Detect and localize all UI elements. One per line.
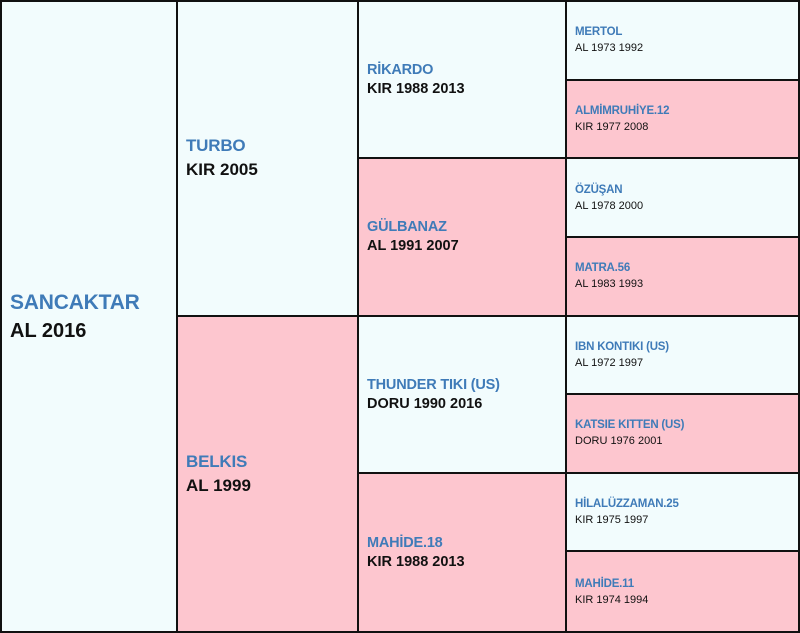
sire-info: KIR 2005 — [186, 160, 258, 180]
dam-dam-cell[interactable]: MAHİDE.18 KIR 1988 2013 — [359, 473, 567, 631]
ggp-info: KIR 1975 1997 — [575, 514, 649, 527]
ggp-cell-2[interactable]: ALMİMRUHİYE.12 KIR 1977 2008 — [567, 80, 798, 160]
ggp-cell-8[interactable]: MAHİDE.11 KIR 1974 1994 — [567, 552, 798, 631]
ggp-cell-5[interactable]: IBN KONTIKI (US) AL 1972 1997 — [567, 316, 798, 396]
horse-info: AL 2016 — [10, 319, 87, 342]
ggp-cell-6[interactable]: KATSIE KITTEN (US) DORU 1976 2001 — [567, 395, 798, 474]
ggp-info: KIR 1977 2008 — [575, 120, 649, 133]
ggp-name: ÖZÜŞAN — [575, 183, 623, 196]
ggp-info: AL 1972 1997 — [575, 356, 644, 369]
sire-sire-info: KIR 1988 2013 — [367, 81, 465, 98]
dam-sire-cell[interactable]: THUNDER TIKI (US) DORU 1990 2016 — [359, 316, 567, 474]
ggp-info: AL 1983 1993 — [575, 278, 644, 291]
sire-dam-name: GÜLBANAZ — [367, 219, 447, 236]
ggp-cell-1[interactable]: MERTOL AL 1973 1992 — [567, 2, 798, 81]
ggp-name: MAHİDE.11 — [575, 577, 634, 590]
dam-dam-name: MAHİDE.18 — [367, 534, 443, 551]
ggp-name: HİLALÜZZAMAN.25 — [575, 498, 679, 511]
ggp-info: DORU 1976 2001 — [575, 435, 663, 448]
ggp-info: KIR 1974 1994 — [575, 593, 649, 606]
ggp-cell-7[interactable]: HİLALÜZZAMAN.25 KIR 1975 1997 — [567, 473, 798, 553]
dam-cell[interactable]: BELKIS AL 1999 — [178, 316, 359, 631]
ggp-info: AL 1973 1992 — [575, 42, 644, 55]
ggp-name: IBN KONTIKI (US) — [575, 340, 669, 353]
ggp-info: AL 1978 2000 — [575, 199, 644, 212]
ggp-name: KATSIE KITTEN (US) — [575, 419, 685, 432]
sire-sire-name: RİKARDO — [367, 62, 434, 79]
sire-dam-info: AL 1991 2007 — [367, 238, 459, 255]
dam-dam-info: KIR 1988 2013 — [367, 553, 465, 570]
dam-info: AL 1999 — [186, 475, 251, 495]
dam-sire-name: THUNDER TIKI (US) — [367, 376, 500, 393]
ggp-name: MATRA.56 — [575, 262, 631, 275]
dam-name: BELKIS — [186, 451, 248, 471]
ggp-name: ALMİMRUHİYE.12 — [575, 104, 670, 117]
sire-name: TURBO — [186, 136, 246, 156]
ggp-name: MERTOL — [575, 26, 623, 39]
ggp-cell-4[interactable]: MATRA.56 AL 1983 1993 — [567, 237, 798, 317]
horse-name: SANCAKTAR — [10, 290, 140, 314]
ggp-cell-3[interactable]: ÖZÜŞAN AL 1978 2000 — [567, 159, 798, 238]
sire-cell[interactable]: TURBO KIR 2005 — [178, 2, 359, 317]
sire-sire-cell[interactable]: RİKARDO KIR 1988 2013 — [359, 2, 567, 160]
dam-sire-info: DORU 1990 2016 — [367, 395, 483, 412]
sire-dam-cell[interactable]: GÜLBANAZ AL 1991 2007 — [359, 159, 567, 317]
horse-cell[interactable]: SANCAKTAR AL 2016 — [2, 2, 178, 631]
